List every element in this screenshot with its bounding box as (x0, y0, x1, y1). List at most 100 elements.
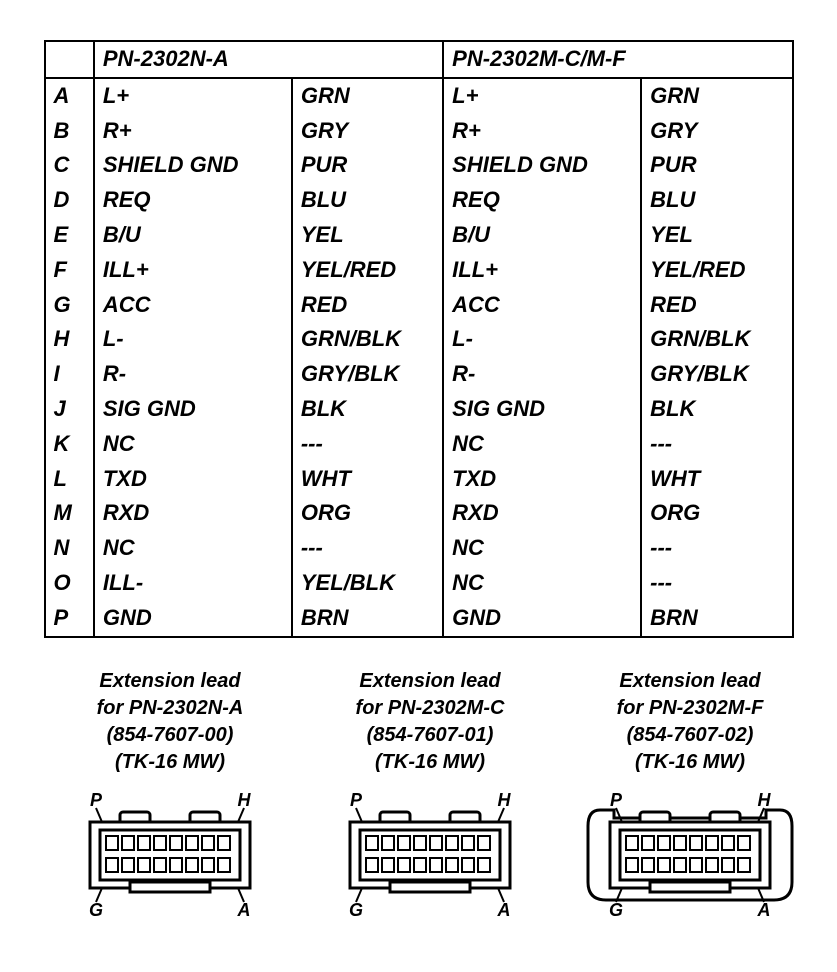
signal-b: NC (443, 427, 641, 462)
color-b: GRN/BLK (641, 322, 792, 357)
color-b: BRN (641, 601, 792, 637)
signal-a: L+ (94, 78, 292, 114)
connector-block: Extension leadfor PN-2302M-C(854-7607-01… (320, 668, 540, 930)
signal-a: B/U (94, 218, 292, 253)
pin-letter: M (45, 496, 94, 531)
color-b: YEL (641, 218, 792, 253)
pinout-table: PN-2302N-A PN-2302M-C/M-F AL+GRNL+GRNBR+… (44, 40, 794, 638)
conn-pn: (854-7607-01) (320, 722, 540, 749)
signal-b: L+ (443, 78, 641, 114)
color-b: WHT (641, 462, 792, 497)
color-a: ORG (292, 496, 443, 531)
color-a: --- (292, 427, 443, 462)
table-row: FILL+YEL/REDILL+YEL/RED (45, 253, 793, 288)
signal-b: GND (443, 601, 641, 637)
connector-block: Extension leadfor PN-2302M-F(854-7607-02… (580, 668, 800, 930)
pin-letter: L (45, 462, 94, 497)
signal-a: ACC (94, 288, 292, 323)
pin-letter: P (45, 601, 94, 637)
table-row: KNC---NC--- (45, 427, 793, 462)
table-row: CSHIELD GNDPURSHIELD GNDPUR (45, 148, 793, 183)
pin-letter: D (45, 183, 94, 218)
pin-letter: A (45, 78, 94, 114)
signal-a: SIG GND (94, 392, 292, 427)
table-row: BR+GRYR+GRY (45, 114, 793, 149)
signal-a: TXD (94, 462, 292, 497)
color-b: YEL/RED (641, 253, 792, 288)
table-row: PGNDBRNGNDBRN (45, 601, 793, 637)
signal-b: SHIELD GND (443, 148, 641, 183)
color-b: --- (641, 531, 792, 566)
signal-b: B/U (443, 218, 641, 253)
header-blank (45, 41, 94, 78)
color-a: GRN/BLK (292, 322, 443, 357)
connector-row: Extension leadfor PN-2302N-A(854-7607-00… (40, 668, 820, 930)
table-row: DREQBLUREQBLU (45, 183, 793, 218)
table-row: AL+GRNL+GRN (45, 78, 793, 114)
signal-a: REQ (94, 183, 292, 218)
pin-letter: H (45, 322, 94, 357)
conn-pn: (854-7607-00) (60, 722, 280, 749)
svg-text:P: P (90, 790, 103, 810)
conn-tk: (TK-16 MW) (320, 749, 540, 776)
pin-letter: E (45, 218, 94, 253)
color-a: RED (292, 288, 443, 323)
svg-text:P: P (350, 790, 363, 810)
connector-icon: PHGA (580, 782, 800, 922)
svg-text:G: G (89, 900, 103, 920)
color-a: YEL/RED (292, 253, 443, 288)
signal-b: RXD (443, 496, 641, 531)
signal-a: RXD (94, 496, 292, 531)
header-right: PN-2302M-C/M-F (443, 41, 792, 78)
signal-b: ACC (443, 288, 641, 323)
svg-text:G: G (609, 900, 623, 920)
table-row: NNC---NC--- (45, 531, 793, 566)
svg-text:H: H (238, 790, 252, 810)
color-b: ORG (641, 496, 792, 531)
table-row: HL-GRN/BLKL-GRN/BLK (45, 322, 793, 357)
color-b: --- (641, 566, 792, 601)
signal-b: SIG GND (443, 392, 641, 427)
conn-for: for PN-2302N-A (60, 695, 280, 722)
color-a: BRN (292, 601, 443, 637)
color-a: YEL/BLK (292, 566, 443, 601)
svg-text:A: A (497, 900, 511, 920)
signal-a: SHIELD GND (94, 148, 292, 183)
conn-for: for PN-2302M-F (580, 695, 800, 722)
signal-a: NC (94, 427, 292, 462)
svg-text:A: A (757, 900, 771, 920)
table-row: LTXDWHTTXDWHT (45, 462, 793, 497)
color-a: GRY (292, 114, 443, 149)
color-a: YEL (292, 218, 443, 253)
color-b: RED (641, 288, 792, 323)
table-row: OILL-YEL/BLKNC--- (45, 566, 793, 601)
color-b: GRN (641, 78, 792, 114)
header-left: PN-2302N-A (94, 41, 443, 78)
pin-letter: J (45, 392, 94, 427)
signal-a: ILL+ (94, 253, 292, 288)
color-b: BLK (641, 392, 792, 427)
connector-icon: PHGA (320, 782, 540, 922)
signal-a: NC (94, 531, 292, 566)
conn-pn: (854-7607-02) (580, 722, 800, 749)
svg-text:P: P (610, 790, 623, 810)
pin-letter: F (45, 253, 94, 288)
svg-text:A: A (237, 900, 251, 920)
table-row: IR-GRY/BLKR-GRY/BLK (45, 357, 793, 392)
color-a: WHT (292, 462, 443, 497)
signal-b: NC (443, 566, 641, 601)
color-b: --- (641, 427, 792, 462)
pin-letter: I (45, 357, 94, 392)
signal-b: L- (443, 322, 641, 357)
table-row: GACCREDACCRED (45, 288, 793, 323)
table-row: MRXDORGRXDORG (45, 496, 793, 531)
signal-b: NC (443, 531, 641, 566)
signal-b: TXD (443, 462, 641, 497)
color-a: PUR (292, 148, 443, 183)
signal-a: R- (94, 357, 292, 392)
signal-a: ILL- (94, 566, 292, 601)
signal-b: R- (443, 357, 641, 392)
signal-b: R+ (443, 114, 641, 149)
connector-icon: P H G A (60, 782, 280, 922)
conn-tk: (TK-16 MW) (580, 749, 800, 776)
